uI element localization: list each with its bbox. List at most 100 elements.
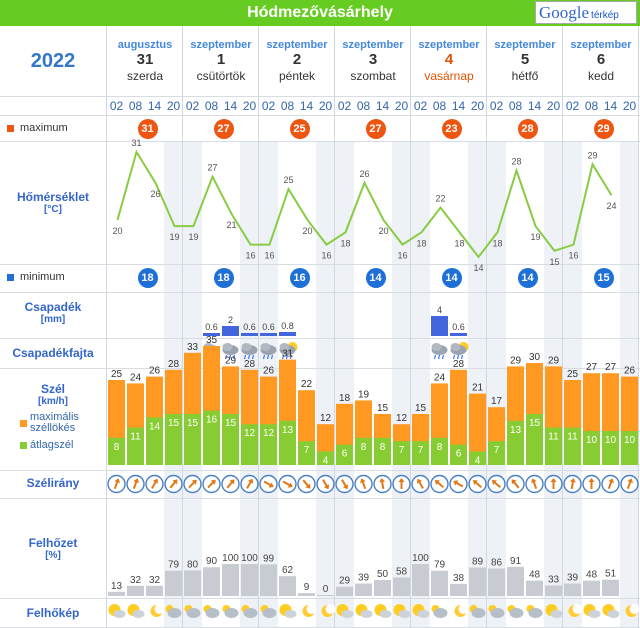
cloud-cover-label: 48	[586, 570, 598, 581]
wind-gust-bar	[450, 369, 467, 465]
wind-direction-icon	[392, 474, 411, 494]
sun-cloud-icon	[602, 604, 620, 618]
temperature-point-label: 24	[606, 201, 616, 211]
hour-label: 20	[318, 99, 333, 113]
wind-arrow	[132, 478, 140, 490]
cloud-cover-label: 39	[358, 573, 370, 584]
precip-bar	[450, 333, 467, 336]
max-temp-badge: 23	[441, 119, 462, 139]
sun-cloud-icon	[279, 604, 297, 618]
arrow-head	[114, 478, 121, 484]
wind-avg-bar	[583, 431, 600, 465]
arrow-head	[434, 480, 440, 486]
moon-cut	[458, 604, 469, 614]
cloud-cover-label: 58	[396, 566, 408, 577]
arrow-head	[453, 480, 459, 486]
min-temp-badge: 18	[213, 268, 234, 288]
sun-cloud-icon	[374, 604, 392, 618]
hour-label: 14	[451, 99, 466, 113]
month-label: szeptember	[570, 39, 632, 51]
wind-avg-label: 11	[130, 432, 141, 443]
rain-drop	[452, 354, 456, 360]
wind-avg-bar	[412, 441, 429, 465]
wind-gust-label: 26	[263, 366, 275, 377]
cloud-shape	[471, 608, 486, 618]
temperature-point-label: 26	[150, 189, 160, 199]
moon-cloud-icon	[302, 604, 317, 617]
wind-avg-bar	[222, 414, 239, 465]
weekday-label: péntek	[278, 69, 316, 83]
cloud-shape	[509, 608, 524, 618]
cloud-cover-bar	[336, 586, 353, 596]
rain-drop	[433, 354, 437, 360]
rain-cloud-icon	[260, 343, 277, 360]
temperature-point-label: 29	[587, 150, 597, 160]
precip-value-label: 0.8	[281, 321, 294, 331]
wind-arrow	[341, 479, 349, 490]
cloud-cover-bar	[203, 567, 220, 596]
wind-direction-icon	[544, 474, 563, 494]
google-map-link[interactable]: Google térkép	[535, 1, 637, 24]
day-number: 2	[292, 51, 302, 68]
wind-arrow	[550, 478, 557, 489]
hour-label: 08	[280, 99, 295, 113]
wind-direction-icon	[297, 474, 316, 494]
wind-arrow	[207, 479, 216, 489]
day-number: 31	[136, 51, 154, 68]
cloud-shape	[241, 343, 252, 351]
cloud-cover-bar	[393, 577, 410, 596]
hour-label: 08	[584, 99, 599, 113]
arrow-head	[287, 482, 293, 488]
cloud-cover-label: 62	[282, 565, 294, 576]
hour-label: 20	[470, 99, 485, 113]
wind-arrow	[302, 479, 311, 489]
wind-gust-label: 24	[130, 372, 142, 383]
moon-cloud-icon	[321, 604, 336, 617]
temperature-point-label: 19	[188, 232, 198, 242]
arrow-head	[608, 478, 615, 484]
cloudy-icon	[165, 605, 182, 618]
wind-avg-bar	[279, 420, 296, 465]
cloudy-icon	[241, 605, 258, 618]
avg-legend: átlagszél	[30, 439, 74, 451]
wind-gust-label: 35	[206, 335, 218, 346]
temperature-point-label: 25	[283, 175, 293, 185]
wind-arrow	[359, 478, 367, 490]
arrow-head	[342, 484, 349, 490]
wind-avg-label: 4	[475, 455, 481, 466]
temperature-point-label: 27	[207, 163, 217, 173]
precip-label: Csapadék	[24, 300, 82, 314]
temperature-point-label: 18	[492, 238, 502, 248]
cloudy-icon	[431, 605, 448, 618]
wind-arrow	[511, 479, 520, 489]
rain-drop	[243, 354, 247, 360]
wind-gust-label: 26	[624, 366, 636, 377]
cloudy-icon	[222, 605, 239, 618]
wind-direction-icon	[430, 474, 449, 494]
wind-gust-label: 25	[567, 369, 579, 380]
wind-arrow	[491, 480, 501, 488]
temperature-point-label: 20	[112, 226, 122, 236]
cloud-cover-label: 79	[168, 560, 180, 571]
hour-label: 02	[489, 99, 504, 113]
map-link-label: térkép	[591, 10, 619, 21]
cloud-shape	[132, 610, 145, 618]
rain-drop	[247, 354, 251, 360]
hour-label: 14	[527, 99, 542, 113]
temperature-label: Hőmérséklet	[16, 190, 90, 204]
cloud-shape	[433, 608, 448, 618]
temperature-point-label: 26	[359, 169, 369, 179]
moon-cut	[572, 604, 583, 614]
cloud-shape	[528, 608, 543, 618]
cloud-cover-label: 99	[263, 553, 275, 564]
arrow-head	[530, 478, 537, 484]
wind-avg-bar	[393, 441, 410, 465]
wind-direction-icon	[107, 474, 126, 494]
cloud-cover-bar	[317, 595, 334, 596]
cloud-cover-bar	[374, 580, 391, 596]
cloud-cover-label: 13	[111, 581, 123, 592]
arrow-head	[152, 478, 159, 484]
wind-avg-label: 8	[380, 442, 386, 453]
cloudy-icon	[260, 605, 277, 618]
wind-arrow	[113, 478, 121, 490]
